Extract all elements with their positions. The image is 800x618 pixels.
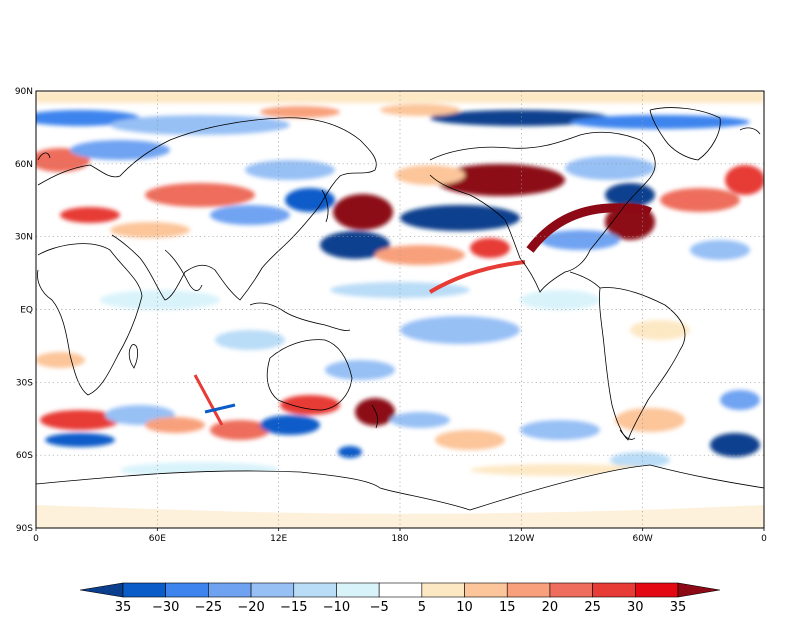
colorbar-tick-label: −15 [280,600,307,615]
longitude-tick-label: 12E [270,534,287,544]
latitude-tick-label: 30S [16,378,33,388]
colorbar-tick-label: 15 [499,600,516,615]
latitude-tick-label: 90N [15,87,33,97]
colorbar-swatch [635,582,679,598]
latitude-tick-label: 60N [15,160,33,170]
colorbar-swatch [208,582,252,598]
colorbar-swatch [165,582,209,598]
latitude-tick-label: EQ [20,306,33,316]
colorbar-tick-label: −30 [152,600,179,615]
colorbar-swatch [592,582,636,598]
coastlines [37,107,761,441]
colorbar-tick-label: 35 [115,600,132,615]
antarctica-coast [35,464,765,511]
colorbar-tick-label: −10 [323,600,350,615]
longitude-tick-label: 60E [149,534,166,544]
longitude-tick-label: 180 [391,534,408,544]
latitude-tick-label: 90S [16,524,33,534]
colorbar-tick-label: 25 [584,600,601,615]
colorbar-lower-extension [79,582,124,598]
colorbar-swatch [506,582,551,598]
colorbar-tick-label: 20 [542,600,559,615]
longitude-tick-label: 60W [632,534,652,544]
longitude-tick-label: 0 [761,534,767,544]
colorbar [79,582,721,598]
colorbar-swatch [293,582,337,598]
graticule [36,91,764,528]
latitude-tick-label: 30N [15,233,33,243]
longitude-tick-label: 0 [33,534,39,544]
colorbar-tick-labels: 35 −30 −25 −20 −15 −10 −5 5 10 15 20 25 30 35 [115,600,687,615]
latitude-axis: 90N 60N 30N EQ 30S 60S 90S [15,87,33,534]
longitude-axis: 0 60E 12E 180 120W 60W 0 [33,528,767,544]
colorbar-swatch [336,582,380,598]
colorbar-tick-label: 35 [670,600,687,615]
colorbar-tick-label: 30 [627,600,644,615]
colorbar-swatch [250,582,295,598]
colorbar-tick-label: −5 [370,600,389,615]
colorbar-swatch [378,582,423,598]
colorbar-tick-label: −20 [237,600,264,615]
colorbar-swatch [549,582,593,598]
colorbar-upper-extension [677,582,721,598]
colorbar-swatch [464,582,508,598]
colorbar-tick-label: 10 [456,600,473,615]
longitude-tick-label: 120W [508,534,534,544]
anomaly-field [36,91,764,478]
colorbar-swatch [122,582,166,598]
latitude-tick-label: 60S [16,451,33,461]
colorbar-tick-label: 5 [418,600,426,615]
colorbar-tick-label: −25 [195,600,222,615]
colorbar-swatch [421,582,465,598]
